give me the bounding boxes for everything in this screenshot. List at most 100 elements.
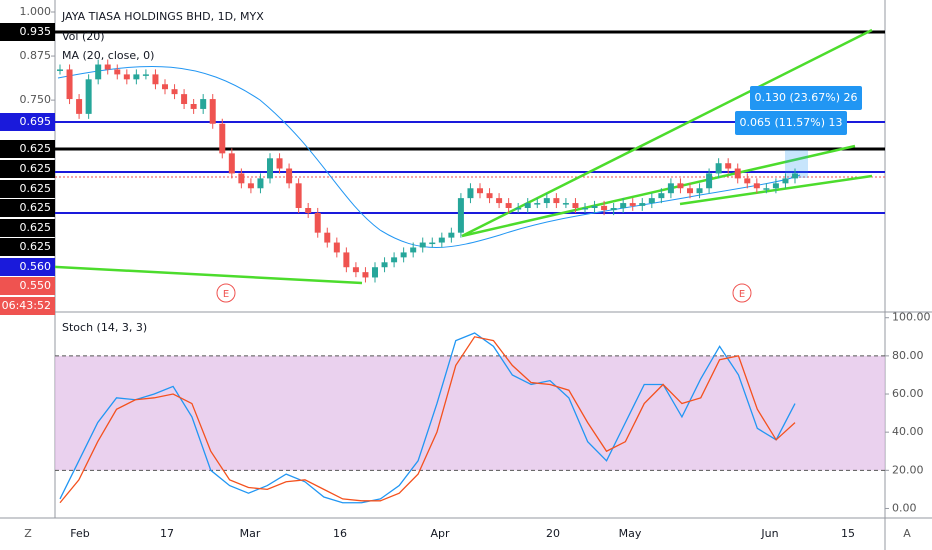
candle-body [133, 74, 140, 80]
price-label-box [0, 160, 55, 178]
price-label-box [0, 277, 55, 295]
candle-body [629, 203, 636, 206]
candle-body [706, 173, 713, 189]
earnings-marker[interactable] [732, 283, 752, 303]
candle-body [753, 183, 760, 189]
measure-label: 0.065 (11.57%) 13 [739, 116, 842, 129]
y-tick-label: 1.000 [20, 5, 52, 18]
candle-body [792, 173, 798, 179]
price-label-box [0, 180, 55, 198]
candle-body [677, 183, 684, 189]
time-label: 20 [546, 527, 560, 540]
candle-body [534, 203, 541, 205]
stoch-line [59, 332, 796, 504]
y-tick-label: 60.00 [892, 387, 924, 400]
earnings-marker[interactable] [216, 283, 236, 303]
y-tick-label: 0.750 [20, 93, 52, 106]
chart-title: JAYA TIASA HOLDINGS BHD, 1D, MYX [61, 10, 264, 23]
candle-body [715, 163, 722, 174]
y-tick-label: 0.00 [892, 501, 917, 514]
candle-body [85, 79, 92, 114]
time-label: 15 [841, 527, 855, 540]
candle-body [305, 208, 312, 213]
candle-body [639, 203, 646, 206]
stoch-line [59, 336, 796, 504]
candle-body [209, 99, 216, 124]
candle-body [228, 153, 235, 174]
measure-box [785, 150, 808, 178]
candle-body [152, 74, 159, 85]
indicator-label: Vol (20) [62, 30, 105, 43]
time-label: 16 [333, 527, 347, 540]
candle-body [104, 64, 111, 70]
candle-body [772, 183, 779, 189]
candle-body [295, 183, 302, 208]
candle-body [620, 203, 627, 208]
auto-scale-button[interactable]: A [903, 527, 911, 540]
stoch-band [55, 355, 885, 471]
price-label-box [0, 199, 55, 217]
candle-body [496, 198, 503, 204]
time-label: Mar [240, 527, 261, 540]
price-label: 0.560 [20, 260, 52, 273]
price-label: 0.625 [20, 162, 52, 175]
measure-label: 0.130 (23.67%) 26 [754, 91, 857, 104]
candle-body [333, 242, 340, 253]
candle-body [782, 178, 789, 184]
price-label: 06:43:52 [2, 299, 51, 312]
earnings-label: E [223, 289, 229, 300]
time-label: Jun [760, 527, 778, 540]
candle-body [687, 188, 693, 194]
candle-body [76, 99, 83, 114]
y-tick-label: 100.00 [892, 311, 931, 324]
candle-body [582, 208, 588, 210]
candle-body [57, 69, 63, 71]
candle-body [171, 89, 178, 95]
measure-label-box [735, 111, 847, 135]
candle-body [362, 272, 369, 278]
candle-body [190, 104, 197, 109]
y-tick-label: 40.00 [892, 425, 924, 438]
candle-body [438, 237, 445, 243]
candle-body [477, 188, 483, 194]
price-label-box [0, 219, 55, 237]
candle-body [181, 94, 188, 104]
time-label: Apr [430, 527, 450, 540]
zoom-button[interactable]: Z [24, 527, 32, 540]
price-label-box [0, 23, 55, 41]
price-label: 0.935 [20, 25, 52, 38]
price-label-box [0, 238, 55, 256]
candle-body [257, 178, 264, 189]
candle-body [419, 242, 426, 248]
candle-body [324, 232, 331, 243]
indicator-label: MA (20, close, 0) [62, 49, 154, 62]
candle-body [66, 69, 73, 100]
trendline [461, 144, 856, 238]
candle-body [343, 252, 350, 268]
candle-body [381, 262, 388, 268]
candle-body [219, 123, 226, 154]
trendline [461, 28, 873, 238]
time-label: 17 [160, 527, 174, 540]
candle-body [610, 208, 617, 211]
candle-body [543, 198, 550, 204]
candle-body [314, 212, 321, 233]
candle-body [372, 267, 378, 278]
price-label: 0.625 [20, 182, 52, 195]
candle-body [95, 64, 102, 80]
price-label-box [0, 113, 55, 131]
candle-body [562, 203, 569, 205]
candle-body [391, 257, 398, 263]
candle-body [572, 203, 579, 208]
candle-body [601, 205, 608, 211]
time-label: Feb [70, 527, 89, 540]
y-tick-label: 80.00 [892, 349, 924, 362]
price-label: 0.625 [20, 221, 52, 234]
candle-body [142, 74, 149, 76]
candle-body [515, 208, 522, 210]
candle-body [352, 267, 359, 273]
candle-body [238, 173, 245, 184]
candle-body [123, 74, 130, 80]
y-tick-label: 20.00 [892, 463, 924, 476]
